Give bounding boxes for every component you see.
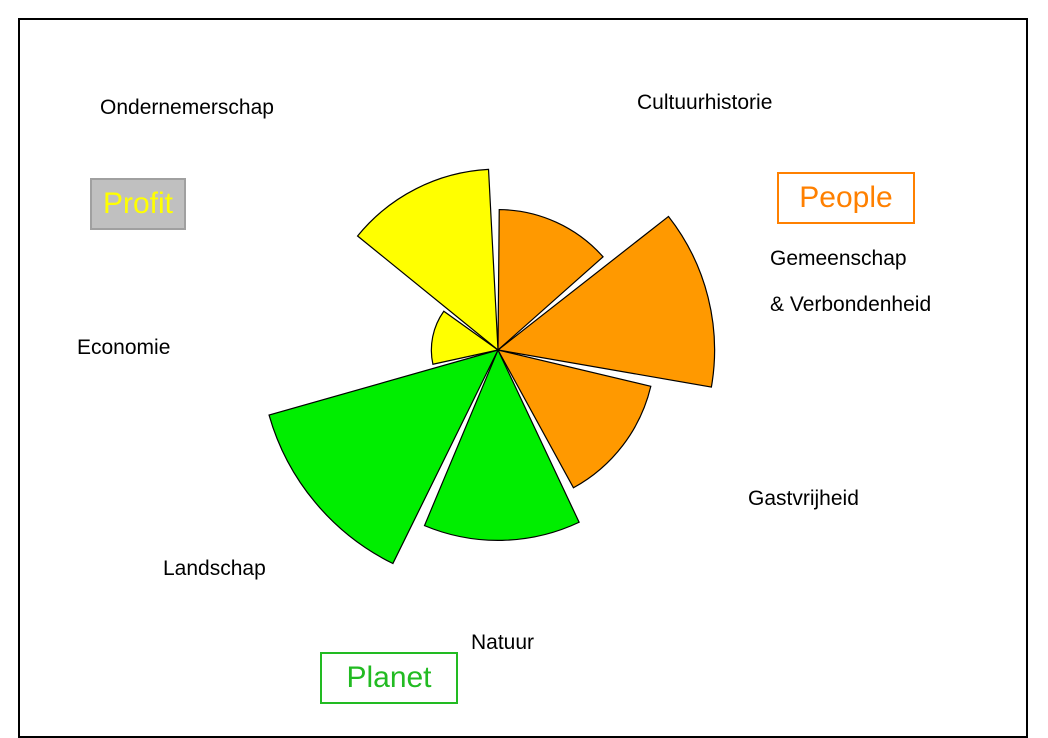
sector [356,168,499,352]
category-label: Gastvrijheid [748,487,859,510]
category-label: Landschap [163,557,266,580]
group-label: Planet [320,652,458,704]
group-label: People [777,172,915,224]
sector [268,349,500,565]
sector [496,349,652,489]
category-label: Cultuurhistorie [637,91,773,114]
sector [430,310,500,365]
group-label: Profit [90,178,186,230]
category-label: Economie [77,336,171,359]
category-label: Ondernemerschap [100,96,274,119]
sector [496,215,716,388]
category-label: Gemeenschap & Verbondenheid [770,247,932,316]
sector [497,208,604,352]
sector [423,348,580,541]
category-label: Natuur [471,631,535,654]
